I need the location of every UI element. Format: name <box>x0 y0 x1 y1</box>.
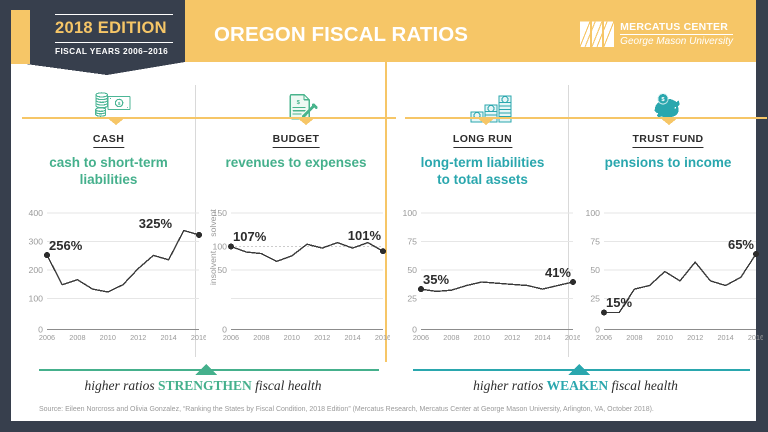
svg-text:2014: 2014 <box>534 333 550 342</box>
svg-text:2008: 2008 <box>626 333 642 342</box>
svg-text:2012: 2012 <box>504 333 520 342</box>
svg-text:100: 100 <box>213 242 228 252</box>
svg-text:101%: 101% <box>348 228 382 243</box>
svg-text:2016: 2016 <box>565 333 580 342</box>
svg-text:107%: 107% <box>233 229 267 244</box>
svg-text:35%: 35% <box>423 272 449 287</box>
svg-text:2014: 2014 <box>717 333 733 342</box>
svg-text:50: 50 <box>217 265 227 275</box>
svg-text:2014: 2014 <box>160 333 176 342</box>
svg-text:100: 100 <box>586 208 601 218</box>
svg-text:2016: 2016 <box>191 333 206 342</box>
svg-text:2010: 2010 <box>474 333 490 342</box>
svg-text:65%: 65% <box>728 237 754 252</box>
svg-text:41%: 41% <box>545 265 571 280</box>
svg-text:200: 200 <box>29 265 44 275</box>
svg-text:50: 50 <box>590 265 600 275</box>
svg-text:25: 25 <box>590 293 600 303</box>
svg-text:25: 25 <box>407 293 417 303</box>
svg-text:2014: 2014 <box>344 333 360 342</box>
svg-text:400: 400 <box>29 208 44 218</box>
svg-text:2012: 2012 <box>314 333 330 342</box>
svg-text:2006: 2006 <box>39 333 55 342</box>
svg-text:2016: 2016 <box>748 333 763 342</box>
svg-text:solvent: solvent <box>208 209 218 237</box>
svg-text:50: 50 <box>407 265 417 275</box>
svg-text:300: 300 <box>29 236 44 246</box>
svg-text:2006: 2006 <box>413 333 429 342</box>
svg-text:$: $ <box>118 101 121 107</box>
svg-text:2016: 2016 <box>375 333 390 342</box>
svg-text:100: 100 <box>29 293 44 303</box>
svg-text:2006: 2006 <box>223 333 239 342</box>
svg-text:2008: 2008 <box>443 333 459 342</box>
svg-text:2012: 2012 <box>130 333 146 342</box>
svg-text:insolvent: insolvent <box>208 250 218 285</box>
svg-text:2010: 2010 <box>657 333 673 342</box>
svg-text:15%: 15% <box>606 295 632 310</box>
svg-text:100: 100 <box>403 208 418 218</box>
svg-text:2008: 2008 <box>253 333 269 342</box>
svg-text:75: 75 <box>590 236 600 246</box>
svg-text:75: 75 <box>407 236 417 246</box>
svg-text:2008: 2008 <box>69 333 85 342</box>
svg-text:325%: 325% <box>139 216 173 231</box>
svg-text:2012: 2012 <box>687 333 703 342</box>
svg-text:256%: 256% <box>49 238 83 253</box>
svg-text:2010: 2010 <box>284 333 300 342</box>
svg-text:2010: 2010 <box>100 333 116 342</box>
svg-text:2006: 2006 <box>596 333 612 342</box>
